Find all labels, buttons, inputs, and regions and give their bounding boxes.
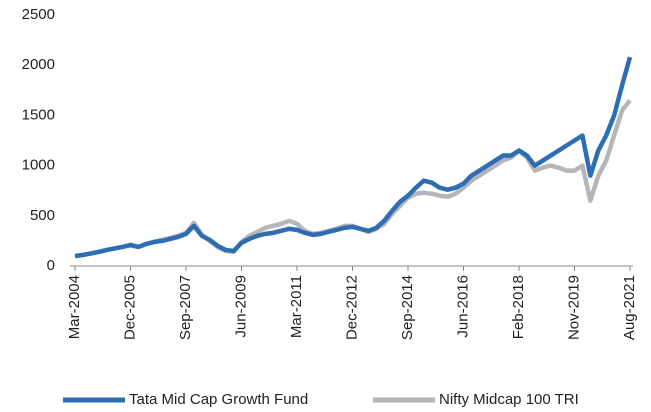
y-tick-label: 0 [47,257,55,274]
x-tick-label: Feb-2018 [510,275,527,339]
x-tick-label: Nov-2019 [565,275,582,340]
series-line [74,56,633,259]
x-tick-label: Mar-2004 [66,275,83,339]
y-tick-label: 2000 [22,56,55,73]
y-tick-label: 1000 [22,157,55,174]
x-tick-label: Mar-2011 [288,275,305,338]
x-tick-label: Sep-2007 [177,275,194,340]
x-tick-label: Dec-2012 [343,275,360,340]
x-tick-label: Jun-2009 [232,275,249,338]
legend-label: Tata Mid Cap Growth Fund [129,391,308,408]
legend-label: Nifty Midcap 100 TRI [439,391,579,408]
y-tick-label: 2500 [22,6,55,23]
x-tick-label: Sep-2014 [399,275,416,340]
y-tick-label: 1500 [22,106,55,123]
x-tick-label: Jun-2016 [454,275,471,338]
series-line [74,98,632,259]
y-tick-label: 500 [30,207,55,224]
x-tick-label: Aug-2021 [621,275,638,340]
x-tick-label: Dec-2005 [121,275,138,340]
